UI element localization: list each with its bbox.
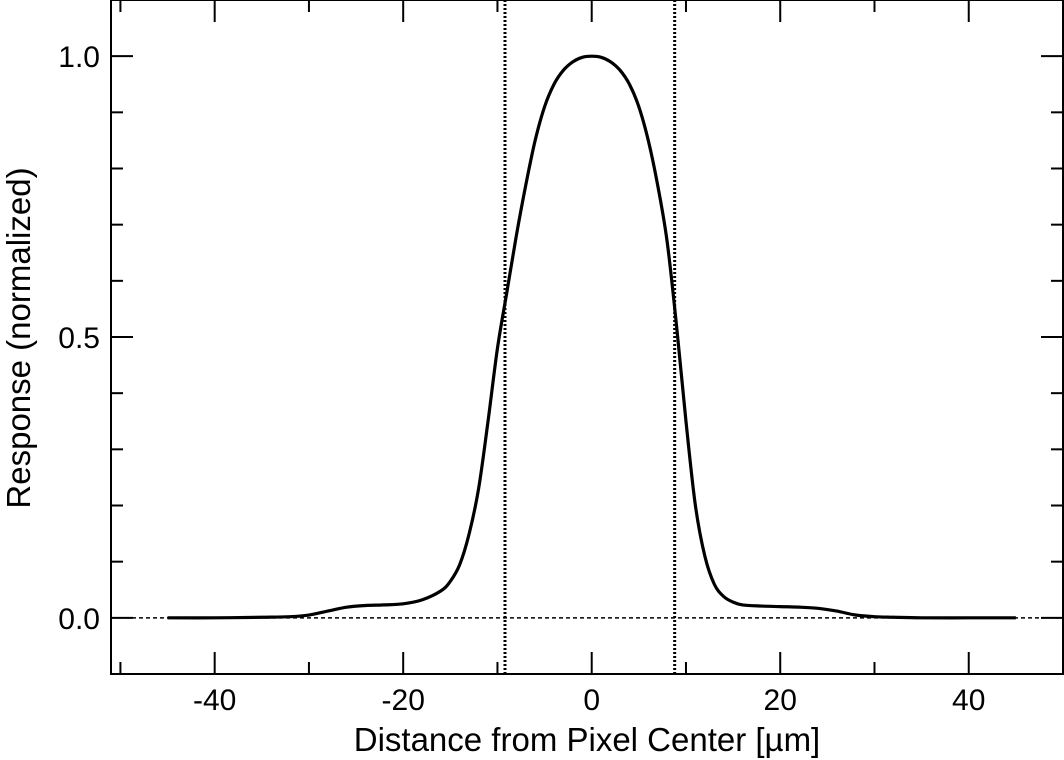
y-tick-label: 0.0 xyxy=(58,603,100,636)
x-axis-title: Distance from Pixel Center [µm] xyxy=(354,721,820,758)
x-tick-label: 20 xyxy=(764,684,797,717)
x-tick-label: -20 xyxy=(382,684,425,717)
x-tick-label: -40 xyxy=(193,684,236,717)
y-tick-label: 0.5 xyxy=(58,322,100,355)
y-axis-title: Response (normalized) xyxy=(0,167,37,508)
axis-ticks xyxy=(111,0,1064,675)
response-curve-line xyxy=(167,54,1016,620)
tick-labels: -40 -20 0 20 40 0.0 0.5 1.0 xyxy=(58,41,985,717)
x-tick-label: 40 xyxy=(952,684,985,717)
plot-frame xyxy=(110,0,1064,675)
x-tick-label: 0 xyxy=(583,684,600,717)
y-tick-label: 1.0 xyxy=(58,41,100,74)
reference-lines xyxy=(111,0,1063,674)
